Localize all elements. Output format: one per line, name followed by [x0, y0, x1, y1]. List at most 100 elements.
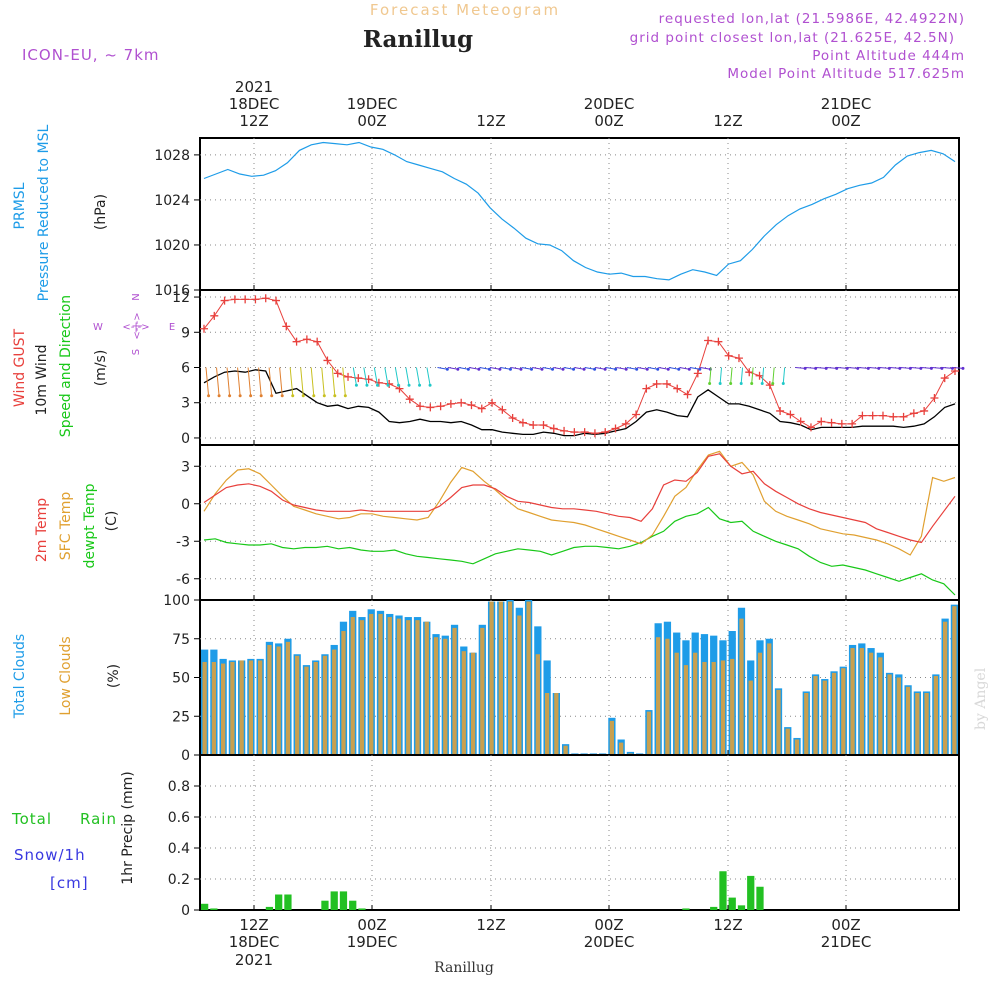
clouds-panel: 0 25 50 75 100	[163, 593, 960, 764]
gust-marker	[817, 417, 826, 426]
low-cloud-bar	[757, 652, 763, 755]
rain-bar	[201, 903, 209, 910]
wind-arrow-head	[228, 394, 232, 398]
pressure-frame	[199, 137, 960, 291]
bottom-date-label-3: 20DEC	[584, 933, 635, 951]
low-cloud-bar	[702, 662, 707, 755]
wind-arrow-head	[375, 383, 379, 387]
low-cloud-bar	[211, 662, 217, 755]
low-cloud-bar	[924, 693, 929, 755]
rain-bar	[682, 908, 690, 910]
gust-marker	[457, 398, 466, 407]
wind-arrow-head	[687, 367, 691, 371]
wind-arrow-head	[718, 381, 722, 385]
rain-bar	[756, 886, 764, 910]
low-cloud-bar	[406, 620, 411, 755]
gust-marker	[282, 322, 291, 331]
temperature-ytick-label-3: 3	[181, 459, 190, 475]
low-cloud-bar	[230, 662, 235, 755]
gust-marker	[570, 428, 579, 437]
low-cloud-bar	[804, 693, 809, 755]
rain-bar	[210, 908, 218, 910]
low-cloud-bar	[776, 689, 781, 755]
wind-labels: Wind GUST 10m Wind Speed and Direction (…	[12, 293, 175, 437]
low-cloud-bar	[359, 620, 365, 755]
precip-labels: Total Rain Snow/1h [cm] 1hr Precip (mm)	[11, 771, 136, 892]
wind-arrow-head	[677, 367, 681, 371]
gust-marker	[673, 384, 682, 393]
bottom-date-label-1: 19DEC	[347, 933, 398, 951]
wind-direction-arrow	[574, 367, 585, 370]
dewpt-temp-line	[203, 506, 956, 596]
wind-arrow-head	[635, 367, 639, 371]
wind-direction-arrow	[405, 367, 410, 386]
wind-arrow-head	[624, 367, 628, 371]
gust-marker	[302, 335, 311, 344]
gust-marker	[405, 395, 414, 404]
low-cloud-bar	[258, 660, 263, 755]
bottom-hour-label-0: 12Z	[239, 916, 268, 934]
wind-direction-arrow	[626, 367, 637, 370]
low-cloud-bar	[942, 621, 948, 755]
wind-direction-arrow	[868, 367, 879, 369]
wind-direction-arrow	[700, 367, 711, 370]
gust-marker	[261, 294, 270, 303]
rain-bar	[349, 900, 357, 910]
bottom-hour-label-3: 00Z	[594, 916, 623, 934]
pressure-label-unit: (hPa)	[93, 194, 109, 230]
wind-arrow-head	[698, 367, 702, 371]
gust-marker	[251, 295, 260, 304]
wind-arrow-head	[750, 381, 754, 385]
wind-arrow-head	[593, 367, 597, 371]
bottom-hour-label-5: 00Z	[831, 916, 860, 934]
low-cloud-bar	[517, 615, 522, 755]
wind-direction-arrow	[479, 367, 490, 370]
wind-arrow-head	[301, 394, 305, 398]
wind-direction-arrow	[931, 367, 942, 369]
temperature-ytick-label-1: -3	[176, 534, 190, 550]
wind-direction-arrow	[532, 367, 543, 370]
wind-arrow-head	[343, 394, 347, 398]
gust-marker	[220, 296, 229, 305]
low-cloud-bar	[369, 613, 374, 755]
wind-direction-arrow	[889, 367, 900, 369]
pressure-ytick-label-3: 1028	[154, 148, 190, 164]
temp-label-dewpt: dewpt Temp	[82, 483, 98, 568]
wind-direction-arrow	[879, 367, 890, 369]
wind-direction-arrow	[647, 367, 658, 370]
wind-arrow-head	[561, 367, 565, 371]
gust-marker	[734, 354, 743, 363]
gust-marker	[930, 394, 939, 403]
gust-marker	[590, 429, 599, 438]
wind-arrow-head	[291, 394, 295, 398]
clouds-ytick-label-2: 50	[172, 671, 190, 687]
gust-marker	[518, 418, 527, 427]
low-cloud-bar	[415, 620, 420, 755]
low-cloud-bar	[720, 660, 726, 755]
wind-direction-arrow	[458, 367, 469, 370]
wind-direction-arrow	[761, 367, 765, 384]
wind-direction-arrow	[709, 367, 712, 384]
low-cloud-bar	[794, 739, 800, 755]
gust-marker	[210, 311, 219, 320]
temperature-frame	[199, 444, 960, 601]
sfc-temp-line	[203, 450, 956, 556]
wind-direction-arrow	[900, 367, 911, 369]
low-cloud-bar	[498, 601, 503, 755]
wind-direction-arrow	[310, 367, 315, 396]
pressure-ytick-label-2: 1024	[154, 193, 190, 209]
wind-arrow-head	[322, 394, 326, 398]
wind-direction-arrow	[782, 367, 786, 384]
compass-west: W	[93, 322, 103, 333]
bottom-time-axis: 12Z 18DEC 2021 00Z 19DEC 12Z 00Z 20DEC 1…	[229, 916, 872, 969]
low-cloud-bar	[878, 657, 883, 755]
low-cloud-bar	[915, 693, 920, 755]
gust-marker	[436, 402, 445, 411]
low-cloud-bar	[332, 649, 337, 755]
wind-direction-arrow	[921, 367, 932, 369]
wind-direction-arrow	[373, 367, 378, 386]
wind-direction-arrow	[415, 367, 421, 386]
compass-north: N	[131, 293, 142, 300]
wind-direction-arrow	[521, 367, 532, 370]
wind-direction-arrow	[689, 367, 700, 370]
